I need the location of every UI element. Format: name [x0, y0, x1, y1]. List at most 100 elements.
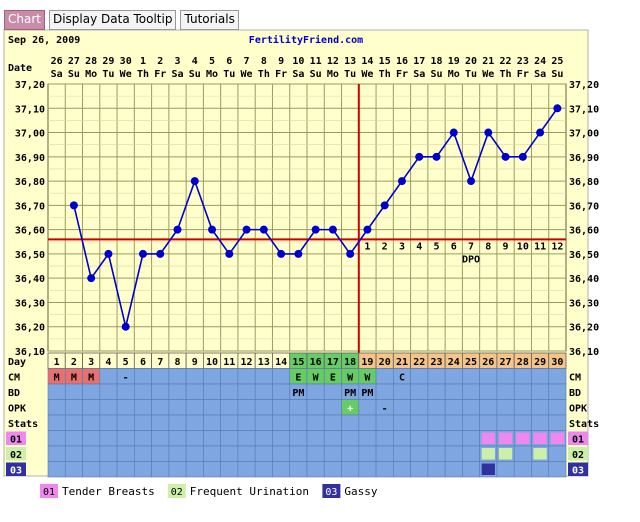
weekday-label: Fr: [517, 69, 529, 80]
obs-mark: PM: [292, 388, 304, 399]
tab-chart[interactable]: Chart: [4, 10, 45, 30]
obs-cell: [134, 414, 152, 431]
temperature-point: [449, 128, 458, 137]
weekday-label: Sa: [51, 69, 63, 80]
stat-cell: [82, 445, 101, 462]
day-row-label: Day: [8, 357, 26, 368]
stat-mark: [533, 448, 547, 460]
obs-cell: [289, 414, 308, 431]
stat-mark: [533, 432, 547, 444]
day-number: 12: [241, 357, 253, 368]
stat-cell: [410, 461, 429, 478]
date-label: 23: [517, 56, 529, 67]
weekday-label: Tu: [223, 69, 235, 80]
temperature-point: [328, 225, 337, 234]
legend-code: 01: [43, 487, 55, 498]
obs-cell: [548, 399, 567, 416]
weekday-label: Sa: [171, 69, 183, 80]
stat-cell: [462, 461, 480, 478]
stat-cell: [289, 430, 308, 447]
obs-cell: [323, 414, 342, 431]
obs-cell: [116, 414, 135, 431]
obs-cell: [427, 399, 446, 416]
obs-cell: [134, 368, 152, 385]
stat-cell: [254, 445, 273, 462]
temperature-point: [536, 128, 545, 137]
temperature-point: [294, 249, 303, 258]
obs-cell: [306, 399, 325, 416]
stat-cell: [341, 430, 360, 447]
tab-display-data-tooltip[interactable]: Display Data Tooltip: [48, 10, 177, 30]
obs-cell: [237, 383, 256, 400]
y-tick-right: 37,20: [569, 80, 599, 91]
obs-cell: [289, 399, 308, 416]
stat-cell: [393, 445, 411, 462]
y-tick-left: 36,50: [15, 250, 45, 261]
obs-cell: [462, 414, 480, 431]
stat-cell: [203, 430, 221, 447]
obs-cell: [47, 399, 66, 416]
obs-cell: [220, 399, 239, 416]
obs-cell: [444, 383, 463, 400]
y-tick-right: 36,70: [569, 201, 599, 212]
obs-cell: [496, 399, 515, 416]
stat-cell: [203, 445, 221, 462]
obs-cell: [358, 399, 377, 416]
obs-cell: [479, 368, 498, 385]
obs-cell: [444, 414, 463, 431]
y-tick-right: 36,90: [569, 153, 599, 164]
stat-cell: [151, 445, 170, 462]
date-label: 5: [209, 56, 215, 67]
stat-cell: [185, 430, 204, 447]
stat-code-right-bg: [568, 431, 588, 445]
stat-mark: [481, 463, 495, 475]
dpo-label: 2: [382, 242, 388, 253]
tab-tutorials[interactable]: Tutorials: [180, 10, 239, 30]
obs-cell: [134, 399, 152, 416]
temperature-point: [208, 225, 217, 234]
obs-cell: [375, 414, 394, 431]
temperature-point: [121, 322, 130, 331]
stat-cell: [220, 430, 239, 447]
legend-code: 02: [171, 487, 183, 498]
stat-mark: [481, 432, 495, 444]
obs-cell: [203, 414, 221, 431]
obs-cell: [496, 368, 515, 385]
y-tick-right: 36,30: [569, 298, 599, 309]
stat-cell: [548, 445, 567, 462]
stat-cell: [168, 461, 187, 478]
date-label: 2: [157, 56, 163, 67]
day-number: 10: [206, 357, 218, 368]
legend-label: Tender Breasts: [62, 485, 155, 498]
obs-cell: [479, 399, 498, 416]
dpo-label: 11: [534, 242, 546, 253]
day-number: 11: [223, 357, 235, 368]
obs-cell: [427, 368, 446, 385]
stat-code-right-bg: [568, 462, 588, 476]
day-number: 4: [105, 357, 111, 368]
obs-cell: [185, 383, 204, 400]
stat-cell: [306, 430, 325, 447]
stat-cell: [185, 445, 204, 462]
date-label: 9: [278, 56, 284, 67]
obs-cell: [531, 368, 550, 385]
dpo-label: 10: [517, 242, 529, 253]
stat-cell: [134, 461, 152, 478]
row-label-left: OPK: [8, 404, 26, 415]
temperature-point: [225, 249, 234, 258]
obs-cell: [306, 383, 325, 400]
stat-cell: [427, 461, 446, 478]
obs-mark: -: [123, 373, 129, 384]
weekday-label: Sa: [413, 69, 425, 80]
y-tick-left: 37,10: [15, 104, 45, 115]
weekday-label: Mo: [85, 69, 97, 80]
stat-cell: [323, 445, 342, 462]
obs-cell: [393, 383, 411, 400]
dpo-title: DPO: [462, 255, 480, 266]
chart-date: Sep 26, 2009: [8, 35, 80, 46]
stat-cell: [410, 445, 429, 462]
obs-cell: [306, 414, 325, 431]
temperature-point: [311, 225, 320, 234]
weekday-label: Su: [551, 69, 563, 80]
stat-cell: [47, 461, 66, 478]
